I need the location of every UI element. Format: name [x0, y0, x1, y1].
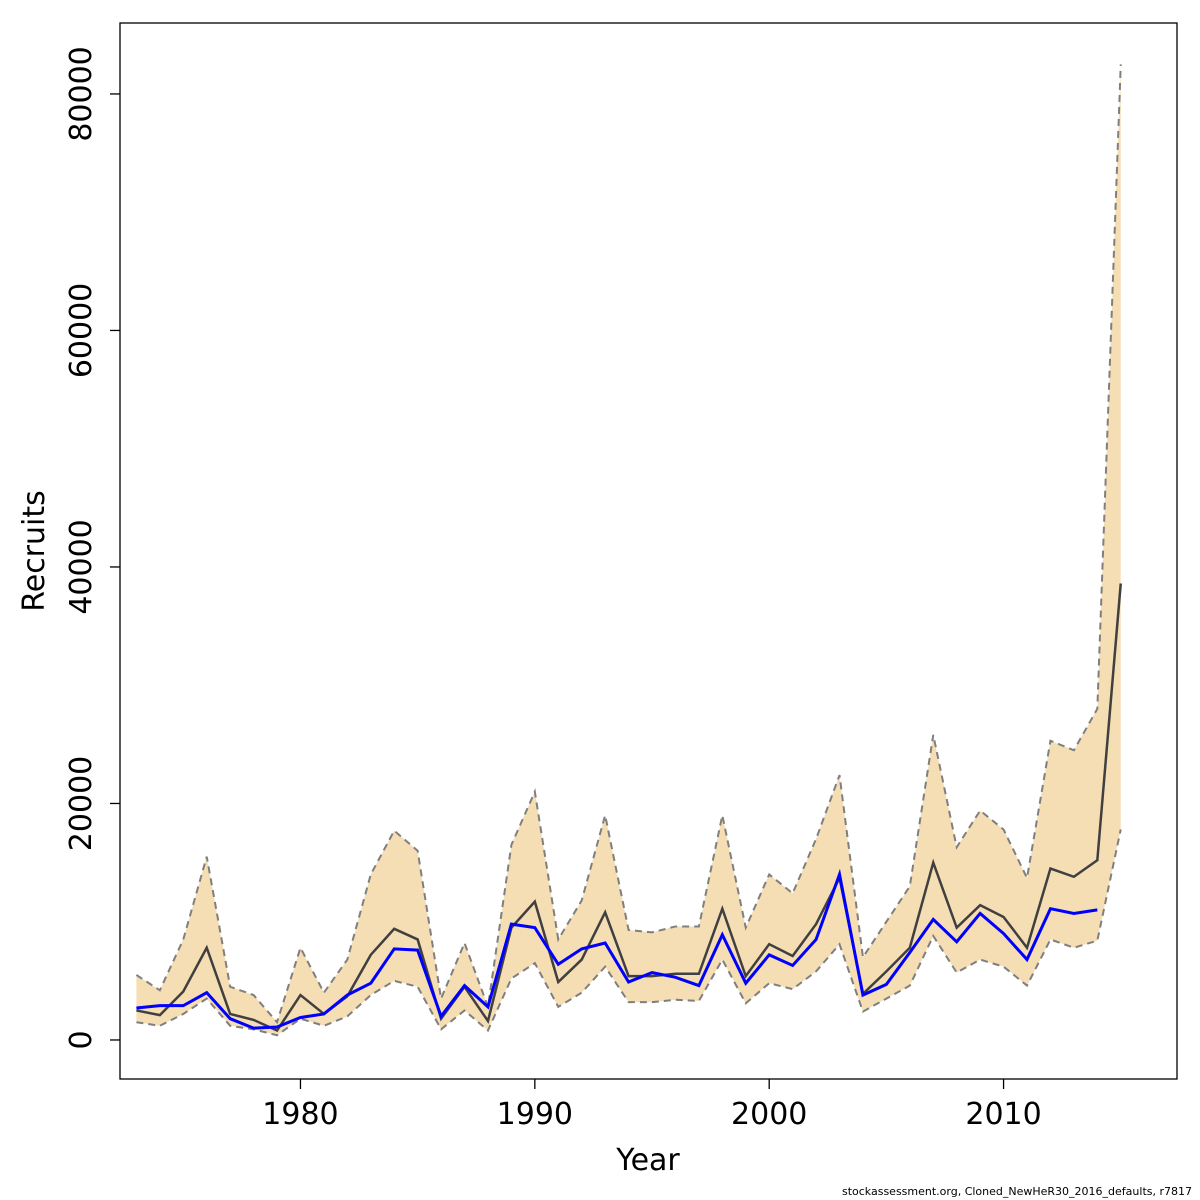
plot-area: [135, 64, 1122, 1037]
confidence-band: [136, 64, 1121, 1036]
x-tick-label: 2000: [731, 1097, 807, 1132]
plot-frame: [119, 22, 1178, 1080]
y-tick-label: 20000: [64, 756, 99, 851]
x-tick-label: 1980: [262, 1097, 338, 1132]
estimate-line: [136, 583, 1122, 1033]
x-tick-label: 2010: [965, 1097, 1041, 1132]
axes: 1980 1990 2000 2010 0 20000 40000 60000 80000: [64, 22, 1178, 1132]
lower-ci-line: [136, 829, 1122, 1037]
y-axis-title: Recruits: [17, 490, 52, 612]
upper-ci-line: [135, 64, 1122, 1025]
x-axis-title: Year: [615, 1143, 680, 1178]
y-tick-label: 60000: [64, 283, 99, 378]
source-note: stockassessment.org, Cloned_NewHeR30_201…: [841, 1185, 1192, 1198]
y-tick-label: 40000: [64, 519, 99, 614]
y-tick-label: 0: [64, 1030, 99, 1049]
y-tick-label: 80000: [64, 46, 99, 141]
observed-line: [136, 868, 1098, 1030]
x-tick-label: 1990: [497, 1097, 573, 1132]
